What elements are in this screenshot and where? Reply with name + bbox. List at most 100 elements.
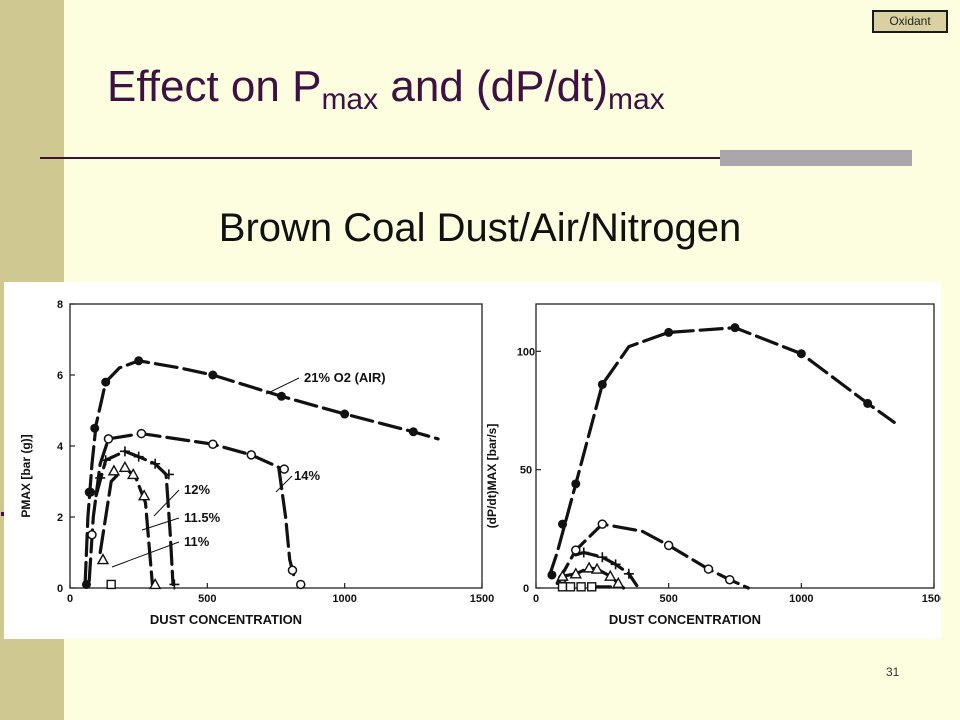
data-point: [90, 423, 100, 433]
data-point: [340, 409, 350, 419]
y-tick-label: 0: [523, 583, 529, 595]
data-point: [863, 398, 873, 408]
data-point: [163, 469, 174, 480]
title-rule: [40, 157, 912, 159]
y-tick-label: 4: [57, 441, 64, 453]
data-point: [169, 579, 180, 590]
data-point: [571, 479, 581, 489]
annotation-leader: [141, 517, 180, 531]
plot-frame: [69, 303, 483, 589]
title-mid: and (dP/dt): [378, 62, 609, 111]
data-point: [87, 530, 97, 540]
data-point: [208, 439, 218, 449]
data-point: [558, 519, 568, 529]
title-sub-2: max: [608, 83, 665, 116]
data-point: [587, 582, 597, 592]
data-point: [730, 323, 740, 333]
series-annotation: 21% O2 (AIR): [304, 370, 386, 385]
title-main: Effect on P: [107, 62, 322, 111]
data-point: [133, 451, 144, 462]
x-tick-label: 500: [659, 593, 677, 605]
data-point: [557, 582, 568, 592]
data-point: [107, 464, 121, 476]
data-point: [556, 569, 569, 581]
annotation-leader: [111, 541, 180, 568]
data-point: [576, 582, 586, 592]
data-point: [663, 540, 674, 551]
data-point: [703, 564, 714, 574]
series-line: [547, 326, 896, 578]
data-point: [582, 561, 596, 573]
data-point: [590, 562, 604, 574]
series-line: [83, 359, 440, 586]
data-point: [295, 579, 306, 590]
data-point: [610, 559, 621, 570]
oxidant-badge: Oxidant: [872, 10, 948, 33]
x-tick-label: 1500: [922, 593, 941, 605]
series-annotation: 12%: [184, 482, 210, 497]
y-axis-label: (dP/dt)MAX [bar/s]: [485, 424, 499, 529]
data-point: [597, 519, 608, 529]
data-point: [287, 565, 298, 575]
series-line: [98, 465, 154, 586]
y-tick-label: 2: [57, 512, 63, 524]
bullet-marker: [1, 512, 5, 516]
data-point: [276, 391, 286, 401]
data-point: [408, 427, 418, 437]
data-point: [578, 547, 589, 558]
slide-title: Effect on Pmax and (dP/dt)max: [107, 62, 665, 117]
data-point: [208, 370, 218, 380]
y-tick-label: 8: [57, 299, 63, 311]
annotation-leader: [153, 489, 180, 517]
y-tick-label: 50: [520, 465, 532, 477]
data-point: [664, 327, 674, 337]
annotation-leader: [265, 377, 300, 395]
data-point: [106, 579, 116, 590]
x-axis-label: DUST CONCENTRATION: [609, 612, 761, 627]
data-point: [103, 434, 114, 444]
data-point: [150, 458, 161, 469]
data-point: [136, 428, 147, 439]
x-tick-label: 1000: [332, 593, 356, 605]
data-point: [565, 582, 576, 592]
data-point: [246, 450, 257, 460]
y-tick-label: 0: [57, 583, 63, 595]
data-point: [796, 349, 806, 359]
series-line: [94, 449, 175, 586]
series-annotation: 11%: [184, 534, 210, 549]
data-point: [279, 464, 289, 474]
x-tick-label: 0: [67, 593, 73, 605]
x-tick-label: 1000: [789, 593, 813, 605]
data-point: [119, 446, 130, 457]
plot-frame: [535, 303, 935, 589]
y-tick-label: 100: [517, 346, 535, 358]
data-point: [604, 569, 617, 581]
y-axis-label: PMAX [bar (g)]: [19, 434, 33, 517]
data-point: [597, 552, 608, 563]
data-point: [96, 553, 110, 565]
x-tick-label: 1500: [470, 593, 494, 605]
data-point: [101, 377, 111, 387]
y-tick-label: 6: [57, 370, 63, 382]
x-tick-label: 0: [533, 593, 539, 605]
data-point: [118, 460, 132, 472]
data-point: [612, 576, 625, 588]
data-point: [597, 379, 607, 389]
x-axis-label: DUST CONCENTRATION: [150, 612, 302, 627]
data-point: [547, 570, 557, 580]
series-annotation: 11.5%: [184, 510, 221, 525]
data-point: [95, 472, 106, 483]
title-rule-accent: [720, 150, 912, 166]
data-point: [724, 574, 735, 585]
data-point: [134, 356, 144, 366]
data-point: [100, 455, 111, 466]
data-point: [86, 487, 96, 497]
data-point: [126, 467, 140, 480]
series-line: [555, 522, 750, 590]
annotation-leader: [275, 475, 293, 493]
figure-panel: 0 500 1000 1500 0 2 4 6 8 DUST CONCENTRATION PMAX …: [4, 282, 941, 639]
data-point: [569, 567, 582, 579]
data-point: [148, 578, 162, 590]
title-sub-1: max: [321, 83, 379, 116]
